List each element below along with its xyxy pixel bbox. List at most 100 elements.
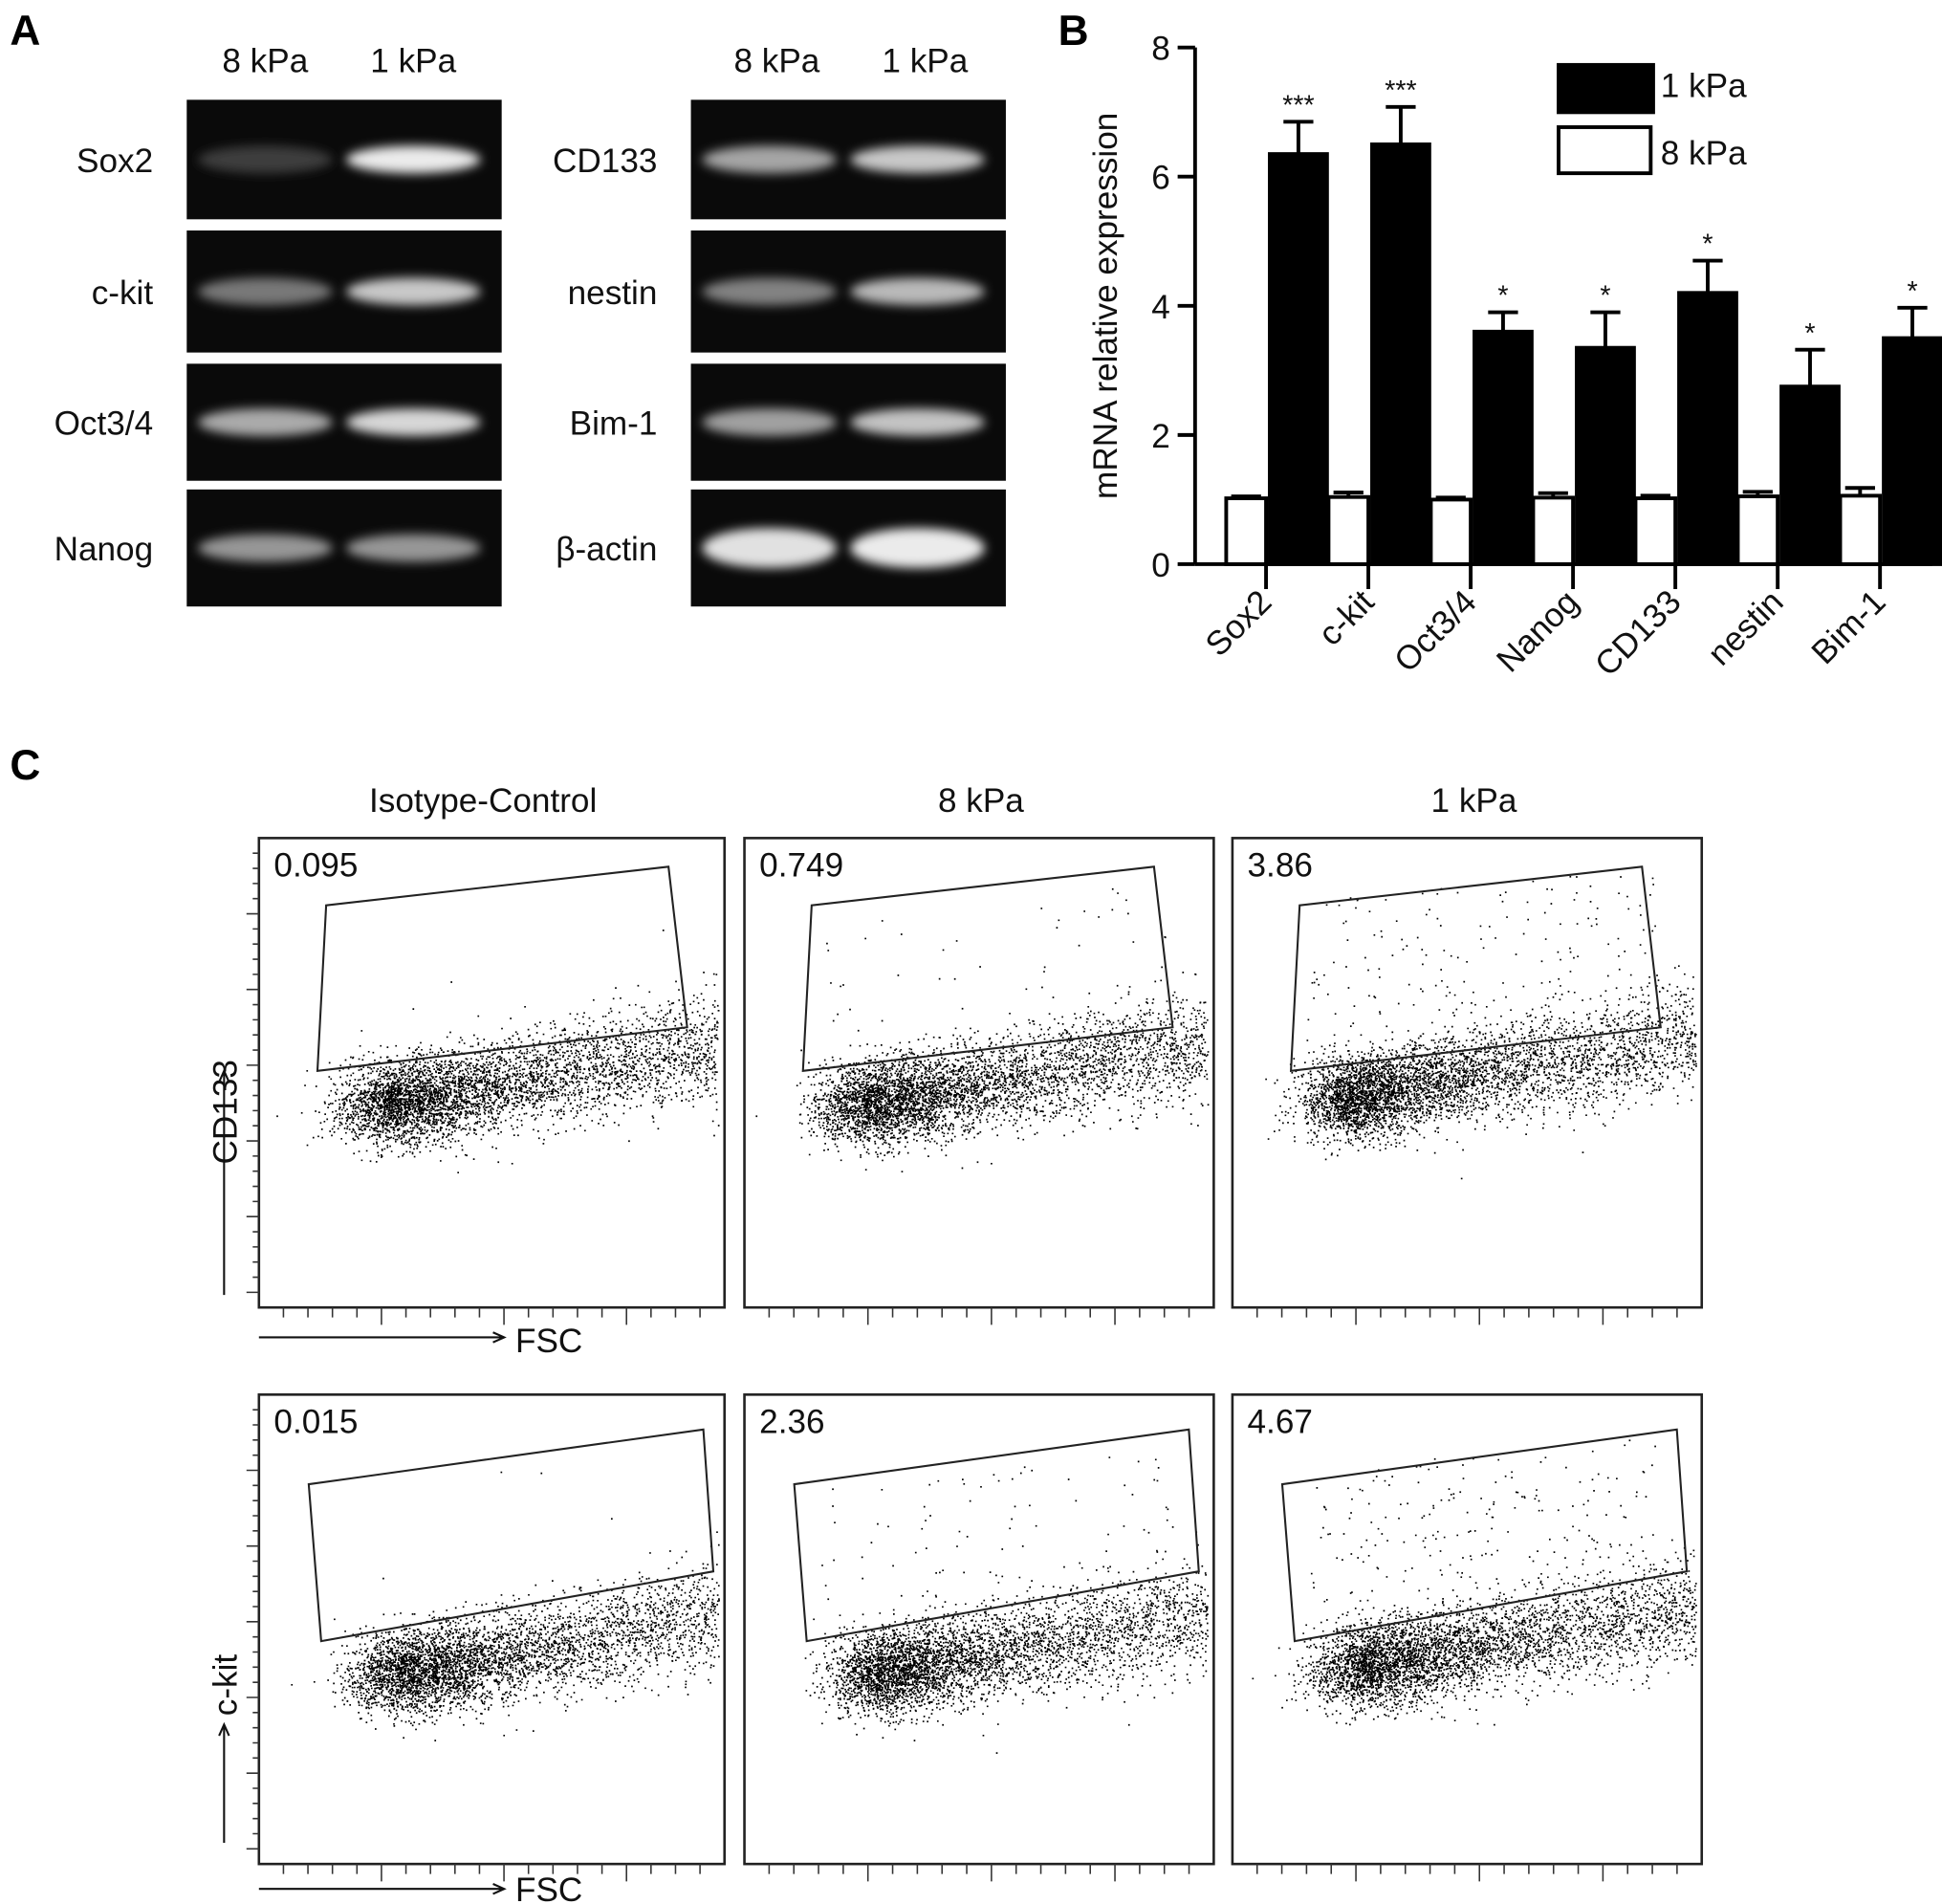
gate-polygon[interactable] (801, 865, 1174, 1073)
panel-label-b: B (1058, 8, 1089, 55)
y-axis-label: mRNA relative expression (1087, 113, 1124, 499)
bar-8kpa (1838, 493, 1883, 566)
axis-ticks (1255, 1307, 1678, 1325)
flow-plot-row1-2: 3.86 (1231, 837, 1704, 1325)
significance-marker: *** (1282, 91, 1314, 121)
gel-band (850, 528, 985, 568)
legend-label-1kpa: 1 kPa (1661, 68, 1747, 105)
x-tick-label: Sox2 (1198, 583, 1278, 664)
bar-8kpa (1735, 494, 1780, 566)
gel-band (702, 408, 837, 436)
axis-ticks (1255, 1864, 1678, 1882)
gel-row-label: Bim-1 (570, 405, 658, 443)
gel-row-label: nestin (568, 274, 658, 312)
gel-row-label: CD133 (553, 142, 657, 180)
gate-percentage: 0.749 (759, 847, 843, 885)
gel-right-header-8kpa: 8 kPa (733, 43, 819, 80)
significance-marker: * (1497, 281, 1508, 312)
x-tick-label: Nanog (1490, 583, 1586, 680)
bar-group-ckit: *** c-kit (1311, 76, 1431, 653)
flow-plot-row2-1: 2.36 (743, 1393, 1215, 1882)
axis-ticks (768, 1864, 1190, 1882)
gel-left-header-8kpa: 8 kPa (222, 43, 308, 80)
legend-label-8kpa: 8 kPa (1661, 135, 1747, 172)
gate-percentage: 2.36 (759, 1404, 824, 1441)
gate-polygon[interactable] (1280, 1428, 1689, 1643)
flow-cytometry-panel: 0.095 0.749 3.86 0.015 2.36 4.67 (218, 837, 1704, 1895)
flow-row1-ylabel: CD133 (207, 1060, 244, 1164)
gel-band (702, 145, 837, 174)
gel-band (850, 145, 985, 174)
event-dots (804, 1456, 1210, 1755)
bar-1kpa (1473, 329, 1534, 566)
flow-plot-row1-0: 0.095 (246, 837, 727, 1325)
event-dots (755, 887, 1210, 1173)
bar-1kpa (1677, 291, 1738, 566)
bar-1kpa (1370, 142, 1431, 566)
x-tick-label: Bim-1 (1804, 583, 1892, 671)
arrow-right-icon (258, 1883, 507, 1895)
event-dots (1265, 875, 1697, 1180)
bar-1kpa (1779, 384, 1841, 566)
y-tick-label: 2 (1151, 418, 1170, 455)
gel-panel: 8 kPa 1 kPa 8 kPa 1 kPa Sox2 c-kit Oct3/4 N… (55, 43, 1006, 607)
plot-frame (1231, 1393, 1704, 1866)
gate-percentage: 0.015 (273, 1404, 358, 1441)
legend-swatch-8kpa (1557, 125, 1653, 176)
gel-right-header-1kpa: 1 kPa (882, 43, 968, 80)
gate-polygon[interactable] (793, 1428, 1200, 1643)
axis-arrows (218, 1068, 507, 1895)
gate-polygon[interactable] (316, 865, 688, 1073)
flow-title-8kpa: 8 kPa (938, 782, 1024, 820)
bar-group-sox2: *** Sox2 (1198, 91, 1329, 664)
gel-left-header-1kpa: 1 kPa (370, 43, 456, 80)
flow-plot-row1-1: 0.749 (743, 837, 1215, 1325)
gate-percentage: 0.095 (273, 847, 358, 885)
panel-label-c: C (10, 742, 40, 789)
event-dots (291, 1471, 720, 1741)
axis-ticks (246, 1409, 701, 1882)
significance-marker: * (1907, 276, 1917, 307)
gel-row-label: Sox2 (76, 142, 153, 180)
gel-band (345, 408, 481, 436)
x-tick-label: c-kit (1311, 583, 1381, 653)
gate-polygon[interactable] (1289, 865, 1662, 1073)
arrow-up-icon (218, 1068, 230, 1296)
x-tick-label: Oct3/4 (1387, 583, 1484, 680)
gel-band (850, 277, 985, 306)
gate-percentage: 4.67 (1248, 1404, 1313, 1441)
bar-8kpa (1224, 496, 1269, 566)
gel-band (345, 145, 481, 174)
y-tick-label: 4 (1151, 289, 1170, 326)
flow-plot-row2-2: 4.67 (1231, 1393, 1704, 1882)
flow-title-1kpa: 1 kPa (1431, 782, 1517, 820)
legend-swatch-1kpa (1557, 62, 1655, 115)
gel-row-nestin: nestin (568, 230, 1006, 353)
panel-label-a: A (10, 8, 40, 55)
axis-ticks (246, 852, 701, 1325)
gel-band (850, 408, 985, 436)
plot-frame (743, 837, 1215, 1309)
plot-frame (743, 1393, 1215, 1866)
y-tick-label: 8 (1151, 31, 1170, 68)
plot-frame (257, 837, 727, 1309)
bar-8kpa (1326, 494, 1371, 566)
gel-band (198, 145, 333, 174)
gel-band (345, 534, 481, 562)
gel-row-label: β-actin (556, 531, 657, 568)
significance-marker: * (1702, 230, 1713, 260)
arrow-right-icon (258, 1331, 507, 1344)
gate-polygon[interactable] (307, 1428, 715, 1643)
gel-band (198, 277, 333, 306)
bar-8kpa (1429, 497, 1473, 566)
flow-title-isotype: Isotype-Control (369, 782, 597, 820)
arrow-up-icon (218, 1721, 230, 1844)
y-tick-label: 0 (1151, 547, 1170, 584)
flow-row2-ylabel: c-kit (207, 1654, 244, 1717)
gel-row-sox2: Sox2 (76, 99, 502, 220)
significance-marker: *** (1385, 76, 1416, 106)
significance-marker: * (1804, 318, 1815, 349)
y-tick-label: 6 (1151, 160, 1170, 197)
